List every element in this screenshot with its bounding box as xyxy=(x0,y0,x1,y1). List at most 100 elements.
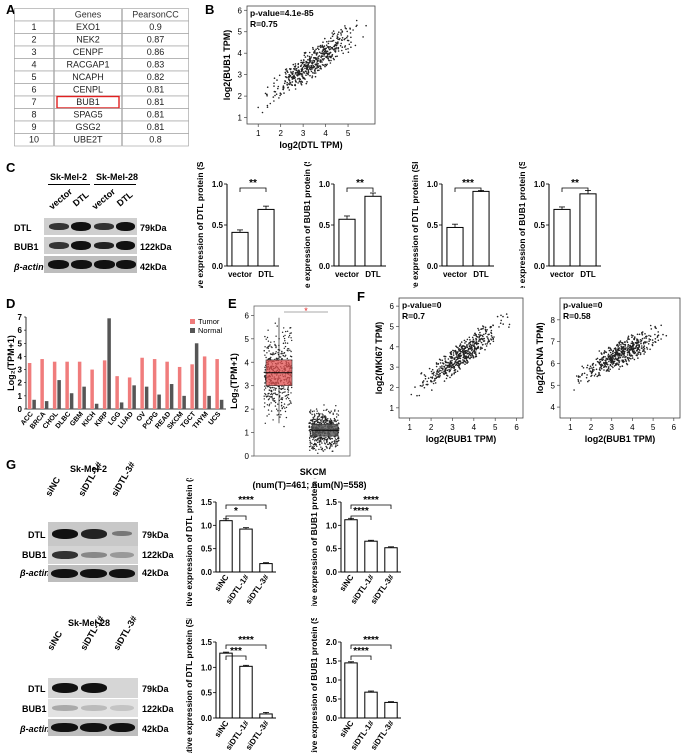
y-tick-label: 1.0 xyxy=(534,180,546,189)
sig-stars: * xyxy=(234,506,238,517)
data-point xyxy=(599,361,602,363)
data-point xyxy=(451,359,453,362)
table-cell: BUB1 xyxy=(76,97,100,107)
data-point xyxy=(326,46,329,48)
data-point xyxy=(617,363,620,365)
table-cell: NCAPH xyxy=(72,72,104,82)
data-point xyxy=(634,347,636,349)
data-point xyxy=(662,333,664,336)
jitter-point xyxy=(316,421,319,424)
data-point xyxy=(628,351,631,353)
bar-normal xyxy=(169,384,174,409)
jitter-point xyxy=(273,389,275,391)
sig-stars: **** xyxy=(353,506,369,517)
data-point xyxy=(309,74,311,77)
y-tick-label: 4 xyxy=(390,343,395,352)
data-point xyxy=(473,345,475,347)
data-point xyxy=(619,356,622,359)
data-point xyxy=(642,349,645,351)
jitter-point xyxy=(337,440,339,442)
jitter-point xyxy=(271,390,273,393)
y-tick-label: 1 xyxy=(238,114,243,123)
data-point xyxy=(643,353,645,355)
data-point xyxy=(463,347,465,350)
data-point xyxy=(611,365,613,368)
data-point xyxy=(283,82,286,85)
data-point xyxy=(615,364,617,366)
data-point xyxy=(289,68,291,70)
jitter-point xyxy=(322,437,324,439)
jitter-point xyxy=(326,446,328,448)
data-point xyxy=(482,325,484,327)
data-point xyxy=(645,337,647,339)
data-point xyxy=(460,362,462,364)
data-point xyxy=(305,60,307,63)
data-point xyxy=(473,344,476,346)
blot-c-line-2: Sk-Mel-28 xyxy=(96,172,139,182)
data-point xyxy=(325,47,327,50)
jitter-point xyxy=(282,406,285,408)
bar xyxy=(259,563,273,573)
data-point xyxy=(592,368,594,371)
data-point xyxy=(284,71,287,74)
jitter-point xyxy=(309,426,311,429)
data-point xyxy=(608,366,610,368)
jitter-point xyxy=(309,432,312,435)
data-point xyxy=(322,48,324,51)
table-cell: CENPF xyxy=(73,47,104,57)
data-point xyxy=(614,352,617,355)
x-tick-label: DTL xyxy=(258,270,274,279)
data-point xyxy=(463,360,465,363)
data-point xyxy=(442,369,444,371)
data-point xyxy=(298,71,300,74)
blot-c-dtl-strip xyxy=(44,218,137,235)
legend-swatch-normal xyxy=(190,328,195,333)
data-point xyxy=(445,361,447,364)
jitter-point xyxy=(333,419,335,422)
data-point xyxy=(593,375,596,377)
data-point xyxy=(308,51,311,54)
data-point xyxy=(452,352,455,354)
data-point xyxy=(474,355,477,358)
data-point xyxy=(486,336,488,338)
jitter-point xyxy=(280,401,283,404)
table-cell: 8 xyxy=(31,110,36,120)
data-point xyxy=(431,368,434,371)
data-point xyxy=(292,70,294,73)
data-point xyxy=(334,50,337,52)
annotation: p-value=4.1e-85 xyxy=(250,8,314,18)
data-point xyxy=(295,69,298,72)
data-point xyxy=(331,54,333,57)
y-tick-label: 0.5 xyxy=(326,545,338,554)
data-point xyxy=(612,366,614,369)
panel-label-a: A xyxy=(6,2,16,17)
sig-stars: **** xyxy=(353,646,369,657)
jitter-point xyxy=(269,344,271,346)
bar xyxy=(219,520,233,573)
data-point xyxy=(320,59,322,62)
jitter-point xyxy=(314,414,316,417)
jitter-point xyxy=(323,422,325,424)
data-point xyxy=(261,111,264,114)
data-point xyxy=(618,361,620,364)
jitter-point xyxy=(281,398,283,401)
data-point xyxy=(422,384,424,386)
x-tick-label: vector xyxy=(550,270,574,279)
data-point xyxy=(331,35,334,38)
data-point xyxy=(344,45,347,47)
data-point xyxy=(591,364,594,366)
jitter-point xyxy=(286,330,289,332)
table-cell: 0.9 xyxy=(149,22,162,32)
y-axis-label: log2(BUB1 TPM) xyxy=(222,30,232,101)
data-point xyxy=(337,33,339,35)
jitter-point xyxy=(318,414,321,416)
data-point xyxy=(627,343,630,346)
sig-stars: **** xyxy=(363,635,379,646)
bar-tumor xyxy=(65,361,69,409)
jitter-point xyxy=(285,406,288,409)
jitter-point xyxy=(287,387,289,389)
jitter-point xyxy=(333,440,335,442)
data-point xyxy=(300,59,302,62)
data-point xyxy=(432,374,435,376)
data-point xyxy=(301,72,303,75)
